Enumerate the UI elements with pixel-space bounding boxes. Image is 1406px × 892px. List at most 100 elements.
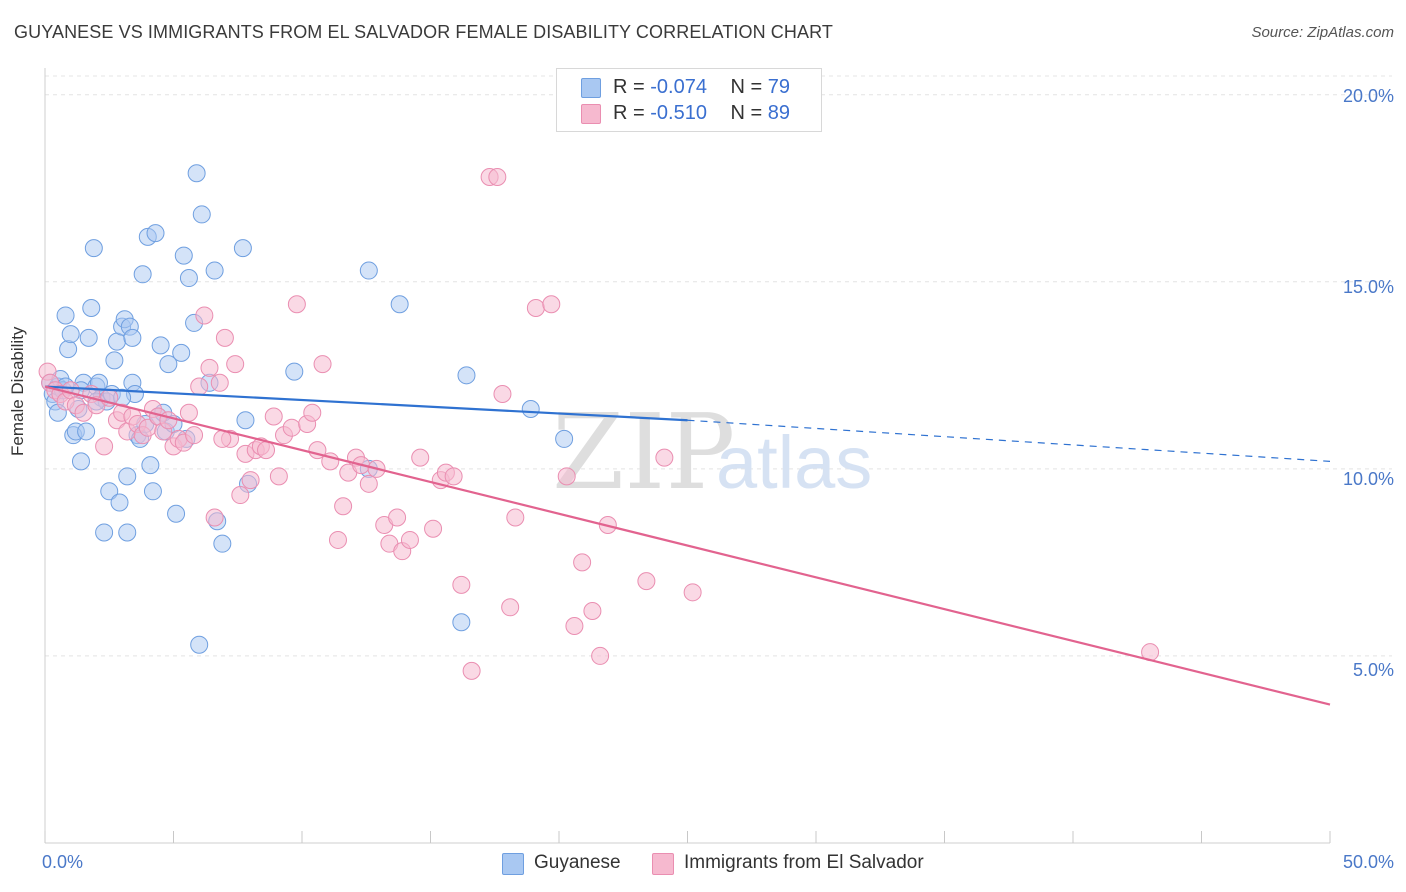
data-point-el-salvador bbox=[683, 583, 702, 602]
data-point-guyanese bbox=[107, 332, 126, 351]
data-point-el-salvador bbox=[493, 385, 512, 404]
data-point-guyanese bbox=[213, 534, 232, 553]
y-tick-label: 10.0% bbox=[1342, 469, 1394, 489]
data-point-el-salvador bbox=[488, 168, 507, 187]
data-point-guyanese bbox=[110, 493, 129, 512]
data-point-guyanese bbox=[159, 355, 178, 374]
data-point-guyanese bbox=[105, 351, 124, 370]
data-point-guyanese bbox=[146, 224, 165, 243]
x-tick-label: 50.0% bbox=[1342, 852, 1394, 872]
data-point-el-salvador bbox=[241, 471, 260, 490]
data-point-el-salvador bbox=[179, 403, 198, 422]
r-label: R = bbox=[613, 102, 651, 124]
data-point-el-salvador bbox=[424, 519, 443, 538]
data-point-guyanese bbox=[56, 306, 75, 325]
legend-swatch-pink bbox=[652, 853, 674, 875]
data-point-guyanese bbox=[143, 482, 162, 501]
data-point-el-salvador bbox=[215, 328, 234, 347]
data-point-el-salvador bbox=[200, 358, 219, 377]
trend-line-guyanese-extension bbox=[687, 419, 1331, 462]
watermark-zip: ZIP bbox=[552, 391, 735, 513]
data-point-el-salvador bbox=[573, 553, 592, 572]
data-point-guyanese bbox=[84, 239, 103, 258]
data-point-el-salvador bbox=[313, 355, 332, 374]
legend-swatch-pink bbox=[581, 104, 601, 124]
y-axis-label: Female Disability bbox=[8, 326, 27, 456]
x-tick-label: 0.0% bbox=[42, 852, 84, 872]
legend-item-guyanese: Guyanese bbox=[502, 852, 621, 875]
data-point-guyanese bbox=[59, 340, 78, 359]
data-point-el-salvador bbox=[506, 508, 525, 527]
data-point-guyanese bbox=[82, 298, 101, 317]
y-tick-label: 15.0% bbox=[1342, 277, 1394, 297]
legend-row-el-salvador: R = -0.510 N = 89 bbox=[581, 102, 791, 126]
data-point-el-salvador bbox=[159, 411, 178, 430]
r-value: -0.510 bbox=[650, 102, 707, 124]
n-value: 89 bbox=[767, 102, 791, 124]
data-point-el-salvador bbox=[591, 646, 610, 665]
legend-label: Immigrants from El Salvador bbox=[684, 852, 924, 873]
watermark-atlas: atlas bbox=[716, 421, 872, 504]
data-point-el-salvador bbox=[526, 298, 545, 317]
data-point-guyanese bbox=[95, 523, 114, 542]
data-point-el-salvador bbox=[303, 403, 322, 422]
gridlines bbox=[45, 75, 1392, 657]
data-point-guyanese bbox=[118, 523, 137, 542]
data-point-el-salvador bbox=[655, 448, 674, 467]
legend-swatch-blue bbox=[581, 78, 601, 98]
data-point-el-salvador bbox=[400, 530, 419, 549]
n-label: N = bbox=[730, 76, 768, 98]
y-tick-label: 20.0% bbox=[1342, 86, 1394, 106]
trend-line-el-salvador bbox=[44, 385, 1331, 706]
data-point-guyanese bbox=[71, 452, 90, 471]
legend-item-el-salvador: Immigrants from El Salvador bbox=[652, 852, 924, 875]
data-point-guyanese bbox=[452, 613, 471, 632]
data-point-guyanese bbox=[172, 343, 191, 362]
data-point-guyanese bbox=[100, 482, 119, 501]
data-point-guyanese bbox=[390, 295, 409, 314]
data-point-guyanese bbox=[555, 429, 574, 448]
data-point-guyanese bbox=[77, 422, 96, 441]
trend-line-guyanese bbox=[44, 385, 688, 422]
data-point-guyanese bbox=[141, 456, 160, 475]
data-point-guyanese bbox=[521, 399, 540, 418]
legend-row-guyanese: R = -0.074 N = 79 bbox=[581, 76, 791, 100]
data-point-el-salvador bbox=[205, 508, 224, 527]
data-point-guyanese bbox=[118, 467, 137, 486]
data-point-guyanese bbox=[151, 336, 170, 355]
data-point-guyanese bbox=[285, 362, 304, 381]
data-point-el-salvador bbox=[583, 602, 602, 621]
data-point-el-salvador bbox=[411, 448, 430, 467]
data-point-guyanese bbox=[236, 411, 255, 430]
data-point-el-salvador bbox=[185, 426, 204, 445]
trend-lines bbox=[44, 385, 1331, 706]
data-point-el-salvador bbox=[95, 437, 114, 456]
data-point-guyanese bbox=[233, 239, 252, 258]
data-point-guyanese bbox=[61, 325, 80, 344]
data-point-el-salvador bbox=[210, 373, 229, 392]
data-point-el-salvador bbox=[444, 467, 463, 486]
data-point-guyanese bbox=[190, 635, 209, 654]
data-point-el-salvador bbox=[264, 407, 283, 426]
n-label: N = bbox=[730, 102, 768, 124]
data-point-guyanese bbox=[79, 328, 98, 347]
data-point-el-salvador bbox=[388, 508, 407, 527]
data-point-guyanese bbox=[457, 366, 476, 385]
data-point-el-salvador bbox=[269, 467, 288, 486]
data-point-el-salvador bbox=[637, 572, 656, 591]
data-point-el-salvador bbox=[231, 486, 250, 505]
data-point-el-salvador bbox=[334, 497, 353, 516]
data-point-el-salvador bbox=[328, 530, 347, 549]
y-tick-label: 5.0% bbox=[1352, 660, 1394, 680]
n-value: 79 bbox=[767, 76, 791, 98]
data-point-el-salvador bbox=[190, 377, 209, 396]
source-label: Source: ZipAtlas.com bbox=[1251, 24, 1394, 41]
data-point-guyanese bbox=[123, 328, 142, 347]
data-point-guyanese bbox=[187, 164, 206, 183]
legend-swatch-blue bbox=[502, 853, 524, 875]
data-point-el-salvador bbox=[282, 418, 301, 437]
data-point-el-salvador bbox=[287, 295, 306, 314]
data-point-guyanese bbox=[133, 265, 152, 284]
data-point-guyanese bbox=[174, 246, 193, 265]
